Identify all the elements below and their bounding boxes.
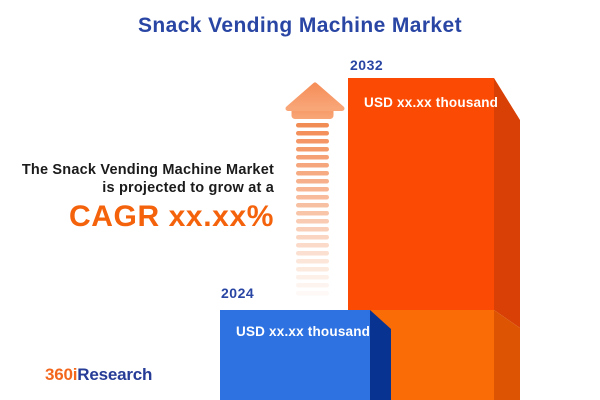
bar-2024-year-label: 2024 [221, 285, 255, 301]
bar-2024-value-label: USD xx.xx thousand [236, 324, 371, 339]
arrow-head [285, 82, 345, 111]
bar-2032-front-upper [348, 78, 494, 310]
bar-2024-side [370, 310, 391, 400]
cagr-text: CAGR xx.xx% [68, 200, 274, 233]
annotation-line2: is projected to grow at a [102, 180, 274, 196]
bar-2032-side-upper [494, 78, 520, 328]
brand-logo: 360iResearch [45, 365, 152, 385]
logo-research: Research [77, 365, 153, 384]
bar-2032-side-lower [494, 310, 520, 400]
bar-2032-year-label: 2032 [350, 57, 384, 73]
bar-2032-value-label: USD xx.xx thousand [364, 95, 499, 110]
bar-2024-front [220, 310, 370, 400]
logo-360i: 360i [45, 365, 78, 384]
annotation-block: The Snack Vending Machine Market is proj… [0, 161, 274, 233]
arrow-shaft [296, 123, 329, 296]
growth-arrow-icon [285, 82, 345, 296]
page-title: Snack Vending Machine Market [138, 14, 462, 37]
annotation-line1: The Snack Vending Machine Market [21, 162, 274, 178]
